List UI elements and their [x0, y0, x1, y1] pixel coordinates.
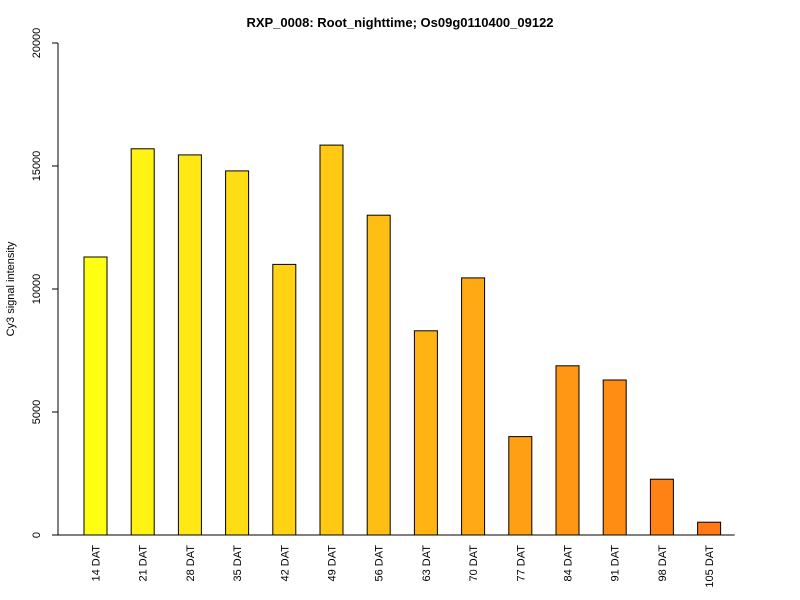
y-tick-label: 5000	[31, 400, 43, 424]
bar	[555, 365, 580, 536]
bars	[83, 144, 722, 536]
bar	[83, 256, 108, 536]
bar	[413, 330, 438, 536]
x-tick-label: 84 DAT	[563, 545, 575, 582]
x-tick-label: 49 DAT	[327, 545, 339, 582]
y-tick-label: 15000	[31, 151, 43, 182]
x-tick-label: 14 DAT	[91, 545, 103, 582]
x-tick-label: 105 DAT	[704, 545, 716, 588]
x-tick-label: 35 DAT	[232, 545, 244, 582]
x-tick-label: 42 DAT	[279, 545, 291, 582]
bar	[649, 478, 674, 536]
y-axis-label: Cy3 signal intensity	[5, 241, 17, 336]
x-tick-label: 91 DAT	[610, 545, 622, 582]
x-tick-label: 28 DAT	[185, 545, 197, 582]
y-tick-label: 20000	[31, 28, 43, 59]
x-tick-label: 70 DAT	[468, 545, 480, 582]
bar	[508, 436, 533, 536]
bar	[697, 521, 722, 536]
bar	[177, 154, 202, 536]
x-tick-label: 63 DAT	[421, 545, 433, 582]
bar	[366, 214, 391, 536]
x-tick-label: 98 DAT	[657, 545, 669, 582]
bar	[319, 144, 344, 536]
y-tick-label: 0	[31, 532, 43, 538]
chart-title: RXP_0008: Root_nighttime; Os09g0110400_0…	[246, 15, 553, 30]
x-tick-label: 21 DAT	[138, 545, 150, 582]
x-tick-labels: 14 DAT 21 DAT 28 DAT 35 DAT 42 DAT 49 DAT 56 D…	[91, 545, 717, 588]
bar	[602, 379, 627, 536]
bar	[225, 170, 250, 536]
y-axis: 0 5000 10000 15000 20000	[31, 28, 59, 538]
y-tick-label: 10000	[31, 274, 43, 305]
bar	[272, 263, 297, 536]
bar	[130, 148, 155, 536]
x-tick-label: 77 DAT	[515, 545, 527, 582]
bar	[461, 277, 486, 536]
x-tick-label: 56 DAT	[374, 545, 386, 582]
